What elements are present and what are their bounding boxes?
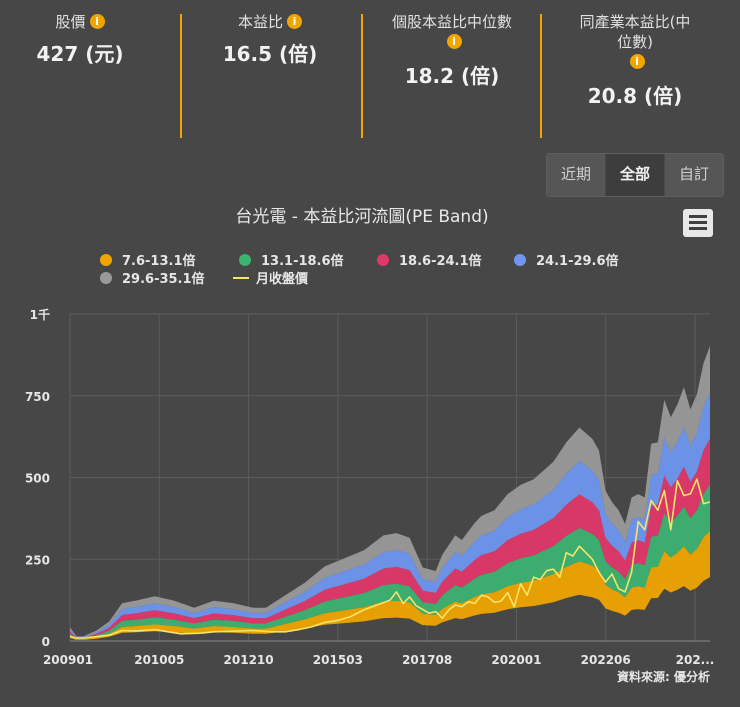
legend-label: 13.1-18.6倍 bbox=[261, 253, 344, 269]
legend-label: 月收盤價 bbox=[255, 271, 309, 287]
chart-menu-button[interactable] bbox=[683, 209, 713, 237]
menu-icon-bar bbox=[689, 215, 707, 218]
stat-divider bbox=[361, 14, 363, 138]
x-tick-label: 201210 bbox=[224, 653, 274, 667]
source-credit: 資料來源: 優分析 bbox=[617, 669, 710, 684]
legend-swatch bbox=[239, 254, 251, 266]
x-tick-label: 201503 bbox=[313, 653, 363, 667]
stat-divider bbox=[180, 14, 182, 138]
range-recent-button[interactable]: 近期 bbox=[547, 154, 607, 196]
band-area-2 bbox=[70, 484, 710, 640]
info-icon[interactable]: i bbox=[287, 14, 302, 29]
legend-label: 24.1-29.6倍 bbox=[536, 253, 619, 269]
stat-median-pe: 個股本益比中位數 i 18.2 (倍) bbox=[372, 12, 532, 89]
stat-pe-value: 16.5 (倍) bbox=[222, 42, 318, 66]
stat-price: 股價 i 427 (元) bbox=[20, 12, 140, 67]
band-area-3 bbox=[70, 438, 710, 639]
x-tick-label: 202001 bbox=[491, 653, 541, 667]
legend-swatch bbox=[100, 272, 112, 284]
menu-icon-bar bbox=[689, 227, 707, 230]
info-icon[interactable]: i bbox=[89, 14, 105, 29]
x-tick-label: 201005 bbox=[134, 653, 184, 667]
legend-label: 7.6-13.1倍 bbox=[122, 253, 196, 269]
y-tick-label: 0 bbox=[42, 635, 50, 649]
stat-pe: 本益比 i 16.5 (倍) bbox=[195, 12, 345, 67]
chart-title: 台光電 - 本益比河流圖(PE Band) bbox=[235, 207, 488, 227]
stat-price-value: 427 (元) bbox=[36, 42, 124, 66]
stat-industry-pe: 同產業本益比(中 位數) i 20.8 (倍) bbox=[560, 12, 710, 109]
stat-industry-pe-label: 同產業本益比(中 bbox=[579, 13, 691, 31]
y-tick-label: 500 bbox=[25, 472, 50, 486]
y-tick-label: 750 bbox=[25, 390, 50, 404]
x-tick-label: 201708 bbox=[402, 653, 452, 667]
legend-swatch bbox=[514, 254, 526, 266]
menu-icon-bar bbox=[689, 221, 707, 224]
range-button-group: 近期 全部 自訂 bbox=[546, 153, 725, 197]
stat-industry-pe-value: 20.8 (倍) bbox=[587, 84, 683, 108]
range-all-button[interactable]: 全部 bbox=[606, 154, 666, 196]
stat-price-label: 股價 bbox=[55, 13, 86, 31]
x-tick-label: 202206 bbox=[581, 653, 631, 667]
stats-header: 股價 i 427 (元) 本益比 i 16.5 (倍) 個股本益比中位數 i 18.2… bbox=[0, 0, 740, 145]
y-tick-label: 250 bbox=[25, 553, 50, 567]
info-icon[interactable]: i bbox=[629, 54, 645, 69]
stat-industry-pe-label-2: 位數) bbox=[617, 33, 653, 51]
stat-median-pe-value: 18.2 (倍) bbox=[404, 64, 500, 88]
range-custom-button[interactable]: 自訂 bbox=[665, 154, 724, 196]
stat-pe-label: 本益比 bbox=[237, 13, 283, 31]
legend-swatch bbox=[377, 254, 389, 266]
band-area-4 bbox=[70, 392, 710, 638]
info-icon[interactable]: i bbox=[446, 34, 462, 49]
legend-label: 18.6-24.1倍 bbox=[399, 253, 482, 269]
stat-median-pe-label: 個股本益比中位數 bbox=[391, 13, 512, 31]
band-area-1 bbox=[70, 530, 710, 640]
price-line bbox=[69, 478, 711, 639]
legend-swatch bbox=[100, 254, 112, 266]
pe-band-chart: 台光電 - 本益比河流圖(PE Band) 7.6-13.1倍 13.1-18.6倍… bbox=[25, 207, 715, 684]
legend-label: 29.6-35.1倍 bbox=[122, 271, 205, 287]
x-tick-label: 202... bbox=[676, 653, 715, 667]
x-tick-label: 200901 bbox=[43, 653, 93, 667]
y-tick-label: 1千 bbox=[30, 307, 50, 322]
stat-divider bbox=[540, 14, 542, 138]
